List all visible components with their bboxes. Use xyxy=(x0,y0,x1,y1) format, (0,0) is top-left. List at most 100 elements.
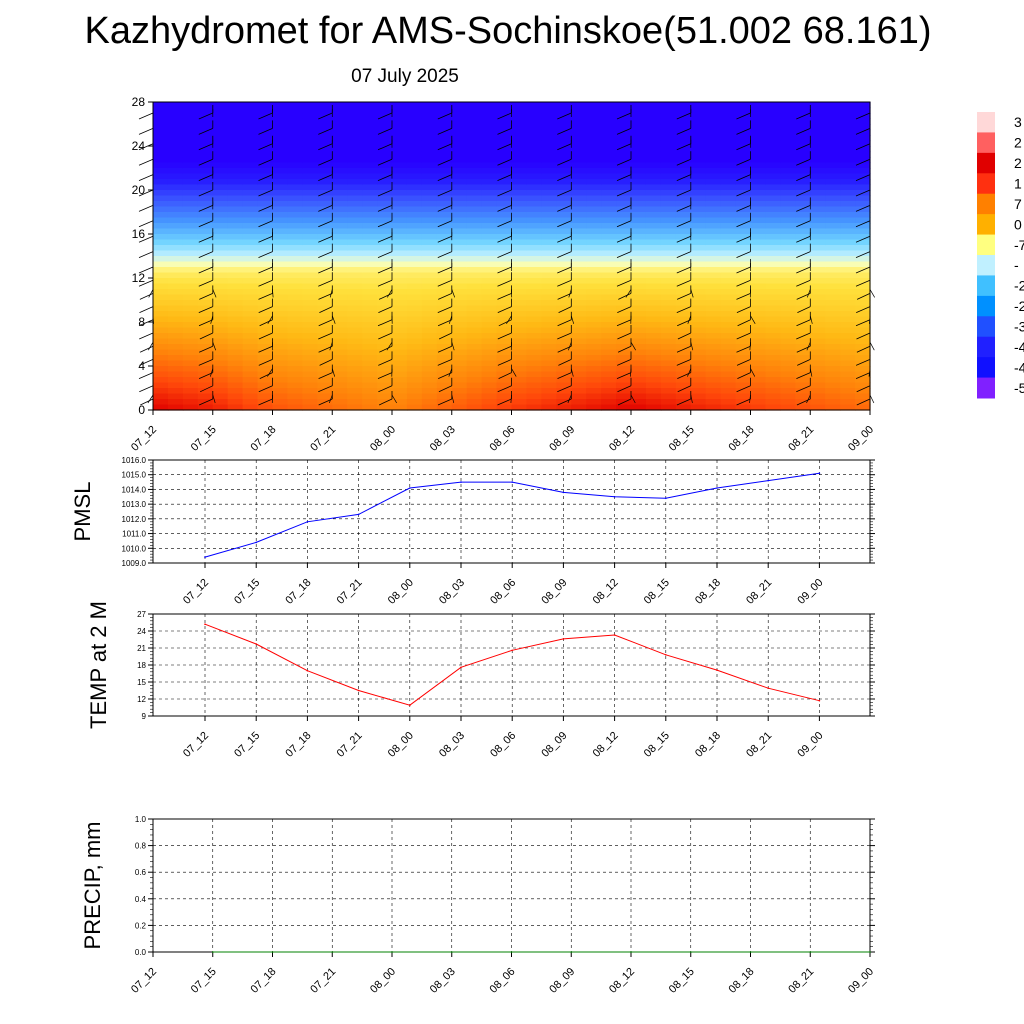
heatmap-cell xyxy=(153,289,169,296)
wind-barb-flag xyxy=(258,398,273,406)
heatmap-cell xyxy=(750,316,767,323)
heatmap-cell xyxy=(317,366,333,373)
heatmap-cell xyxy=(421,311,438,318)
heatmap-cell xyxy=(257,278,274,285)
wind-barb-flag xyxy=(557,345,572,353)
heatmap-cell xyxy=(392,360,408,367)
heatmap-cell xyxy=(645,250,662,257)
heatmap-cell xyxy=(750,333,767,340)
heatmap-cell xyxy=(332,283,348,290)
heatmap-cell xyxy=(332,234,348,241)
x-tick-label: 08_18 xyxy=(693,730,723,760)
heatmap-cell xyxy=(436,184,453,191)
wind-barb-flag xyxy=(212,342,217,351)
heatmap-cell xyxy=(197,228,214,235)
wind-barb-flag xyxy=(258,359,273,366)
heatmap-cell xyxy=(586,124,602,131)
heatmap-cell xyxy=(690,107,707,114)
heatmap-cell xyxy=(780,195,796,202)
heatmap-cell xyxy=(660,278,677,285)
heatmap-cell xyxy=(302,228,318,235)
wind-barb-flag xyxy=(797,359,811,366)
x-tick-label: 08_15 xyxy=(667,966,697,996)
heatmap-cell xyxy=(436,338,453,345)
heatmap-cell xyxy=(616,107,632,114)
heatmap-cell xyxy=(825,371,841,378)
heatmap-cell xyxy=(690,118,707,125)
heatmap-cell xyxy=(675,355,692,362)
heatmap-cell xyxy=(167,382,184,389)
heatmap-cell xyxy=(451,228,468,235)
heatmap-cell xyxy=(451,179,468,186)
heatmap-cell xyxy=(660,190,677,197)
heatmap-cell xyxy=(601,250,617,257)
heatmap-cell xyxy=(541,168,557,175)
heatmap-cell xyxy=(631,129,647,136)
heatmap-cell xyxy=(451,124,468,131)
heatmap-cell xyxy=(182,234,199,241)
heatmap-cell xyxy=(810,256,826,263)
wind-barb-flag xyxy=(138,235,154,243)
heatmap-cell xyxy=(182,239,199,246)
heatmap-cell xyxy=(242,322,259,329)
heatmap-cell xyxy=(750,250,767,257)
y-tick-label: 8 xyxy=(138,315,145,329)
heatmap-cell xyxy=(645,146,662,153)
heatmap-cell xyxy=(660,201,677,208)
heatmap-cell xyxy=(526,201,542,208)
heatmap-cell xyxy=(645,151,662,158)
heatmap-cell xyxy=(332,239,348,246)
heatmap-cell xyxy=(272,245,289,252)
heatmap-cell xyxy=(541,146,557,153)
heatmap-cell xyxy=(645,212,662,219)
heatmap-cell xyxy=(556,129,572,136)
heatmap-cell xyxy=(272,206,289,213)
heatmap-cell xyxy=(421,113,438,120)
wind-barb-flag xyxy=(557,266,572,274)
heatmap-cell xyxy=(601,168,617,175)
heatmap-cell xyxy=(153,355,169,362)
heatmap-cell xyxy=(257,129,274,136)
heatmap-cell xyxy=(302,294,318,301)
heatmap-cell xyxy=(825,107,841,114)
heatmap-cell xyxy=(601,371,617,378)
wind-barb-flag xyxy=(616,235,632,243)
heatmap-cell xyxy=(795,179,811,186)
wind-barb-flag xyxy=(855,220,871,228)
heatmap-cell xyxy=(631,300,647,307)
heatmap-cell xyxy=(810,245,826,252)
heatmap-cell xyxy=(227,294,244,301)
heatmap-cell xyxy=(645,305,662,312)
heatmap-cell xyxy=(660,162,677,169)
heatmap-cell xyxy=(526,349,542,356)
wind-barb-flag xyxy=(737,372,751,379)
heatmap-cell xyxy=(466,146,483,153)
heatmap-cell xyxy=(825,234,841,241)
heatmap-cell xyxy=(153,294,169,301)
heatmap-cell xyxy=(750,201,767,208)
wind-barb-flag xyxy=(568,289,572,298)
heatmap-cell xyxy=(526,300,542,307)
heatmap-cell xyxy=(317,168,333,175)
heatmap-cell xyxy=(810,157,826,164)
heatmap-cell xyxy=(705,102,722,109)
heatmap-cell xyxy=(481,118,498,125)
heatmap-cell xyxy=(556,151,572,158)
heatmap-cell xyxy=(167,173,184,180)
heatmap-cell xyxy=(436,300,453,307)
heatmap-cell xyxy=(317,129,333,136)
heatmap-cell xyxy=(690,393,707,400)
heatmap-cell xyxy=(347,135,363,142)
wind-barb-flag xyxy=(139,332,154,340)
heatmap-cell xyxy=(705,349,722,356)
heatmap-cell xyxy=(451,283,468,290)
heatmap-cell xyxy=(272,107,289,114)
wind-barb-flag xyxy=(855,174,871,181)
heatmap-cell xyxy=(347,118,363,125)
heatmap-cell xyxy=(287,162,303,169)
heatmap-cell xyxy=(705,201,722,208)
heatmap-cell xyxy=(690,162,707,169)
heatmap-cell xyxy=(466,404,483,411)
heatmap-cell xyxy=(765,388,781,395)
heatmap-cell xyxy=(302,223,318,230)
